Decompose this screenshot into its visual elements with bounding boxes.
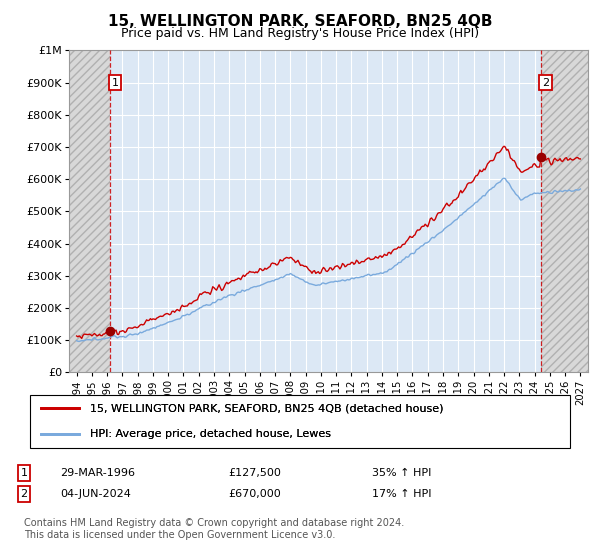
Text: 1: 1 xyxy=(20,468,28,478)
Text: 15, WELLINGTON PARK, SEAFORD, BN25 4QB (detached house): 15, WELLINGTON PARK, SEAFORD, BN25 4QB (… xyxy=(90,403,444,413)
Text: 15, WELLINGTON PARK, SEAFORD, BN25 4QB: 15, WELLINGTON PARK, SEAFORD, BN25 4QB xyxy=(108,14,492,29)
Text: £127,500: £127,500 xyxy=(228,468,281,478)
FancyBboxPatch shape xyxy=(29,395,571,448)
Text: 1: 1 xyxy=(112,78,118,87)
Bar xyxy=(541,18,588,372)
Text: HPI: Average price, detached house, Lewes: HPI: Average price, detached house, Lewe… xyxy=(90,430,331,440)
Text: 2: 2 xyxy=(542,78,549,87)
Text: 35% ↑ HPI: 35% ↑ HPI xyxy=(372,468,431,478)
Text: HPI: Average price, detached house, Lewes: HPI: Average price, detached house, Lewe… xyxy=(90,430,331,440)
Text: 15, WELLINGTON PARK, SEAFORD, BN25 4QB (detached house): 15, WELLINGTON PARK, SEAFORD, BN25 4QB (… xyxy=(90,403,444,413)
Text: Contains HM Land Registry data © Crown copyright and database right 2024.
This d: Contains HM Land Registry data © Crown c… xyxy=(24,518,404,540)
Bar xyxy=(69,18,110,372)
Text: £670,000: £670,000 xyxy=(228,489,281,499)
Text: 2: 2 xyxy=(20,489,28,499)
Text: Price paid vs. HM Land Registry's House Price Index (HPI): Price paid vs. HM Land Registry's House … xyxy=(121,27,479,40)
Text: 17% ↑ HPI: 17% ↑ HPI xyxy=(372,489,431,499)
Text: 29-MAR-1996: 29-MAR-1996 xyxy=(60,468,135,478)
Text: 04-JUN-2024: 04-JUN-2024 xyxy=(60,489,131,499)
